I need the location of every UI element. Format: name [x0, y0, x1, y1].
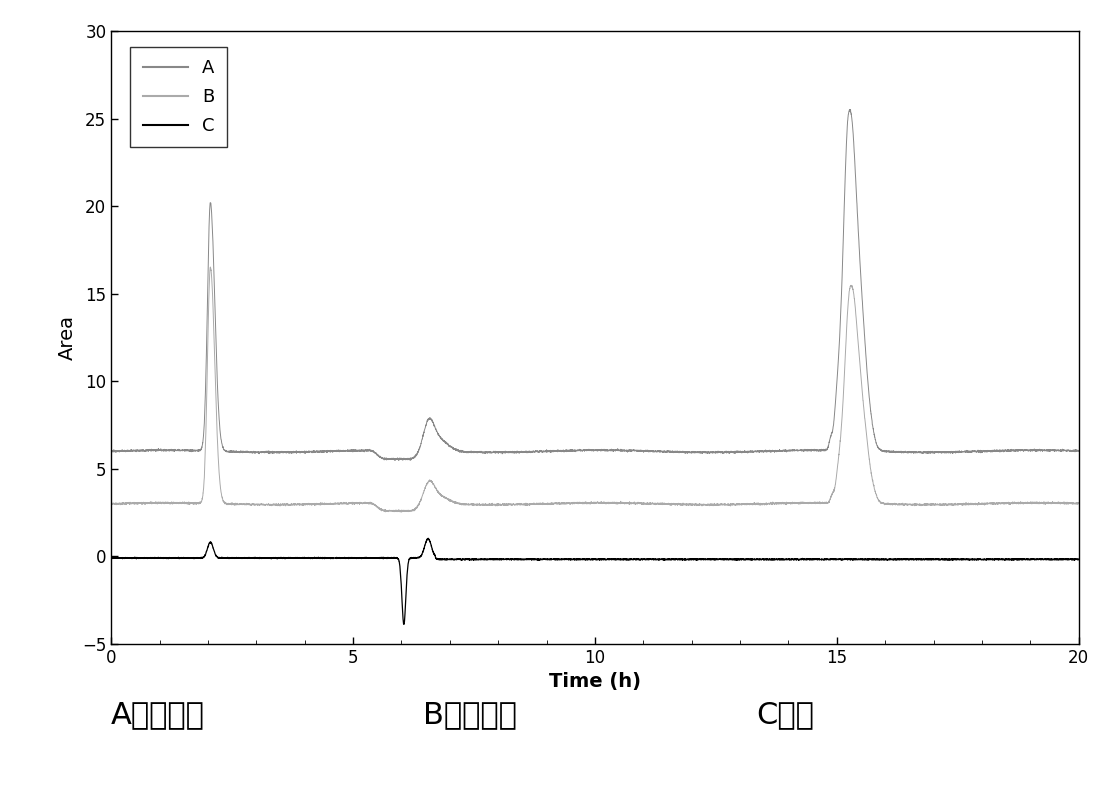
Legend: A, B, C: A, B, C: [130, 46, 227, 148]
Text: B：供试品: B：供试品: [423, 700, 516, 728]
X-axis label: Time (h): Time (h): [549, 672, 641, 691]
Text: A：对照品: A：对照品: [111, 700, 205, 728]
Y-axis label: Area: Area: [58, 315, 77, 360]
Text: C：水: C：水: [756, 700, 814, 728]
